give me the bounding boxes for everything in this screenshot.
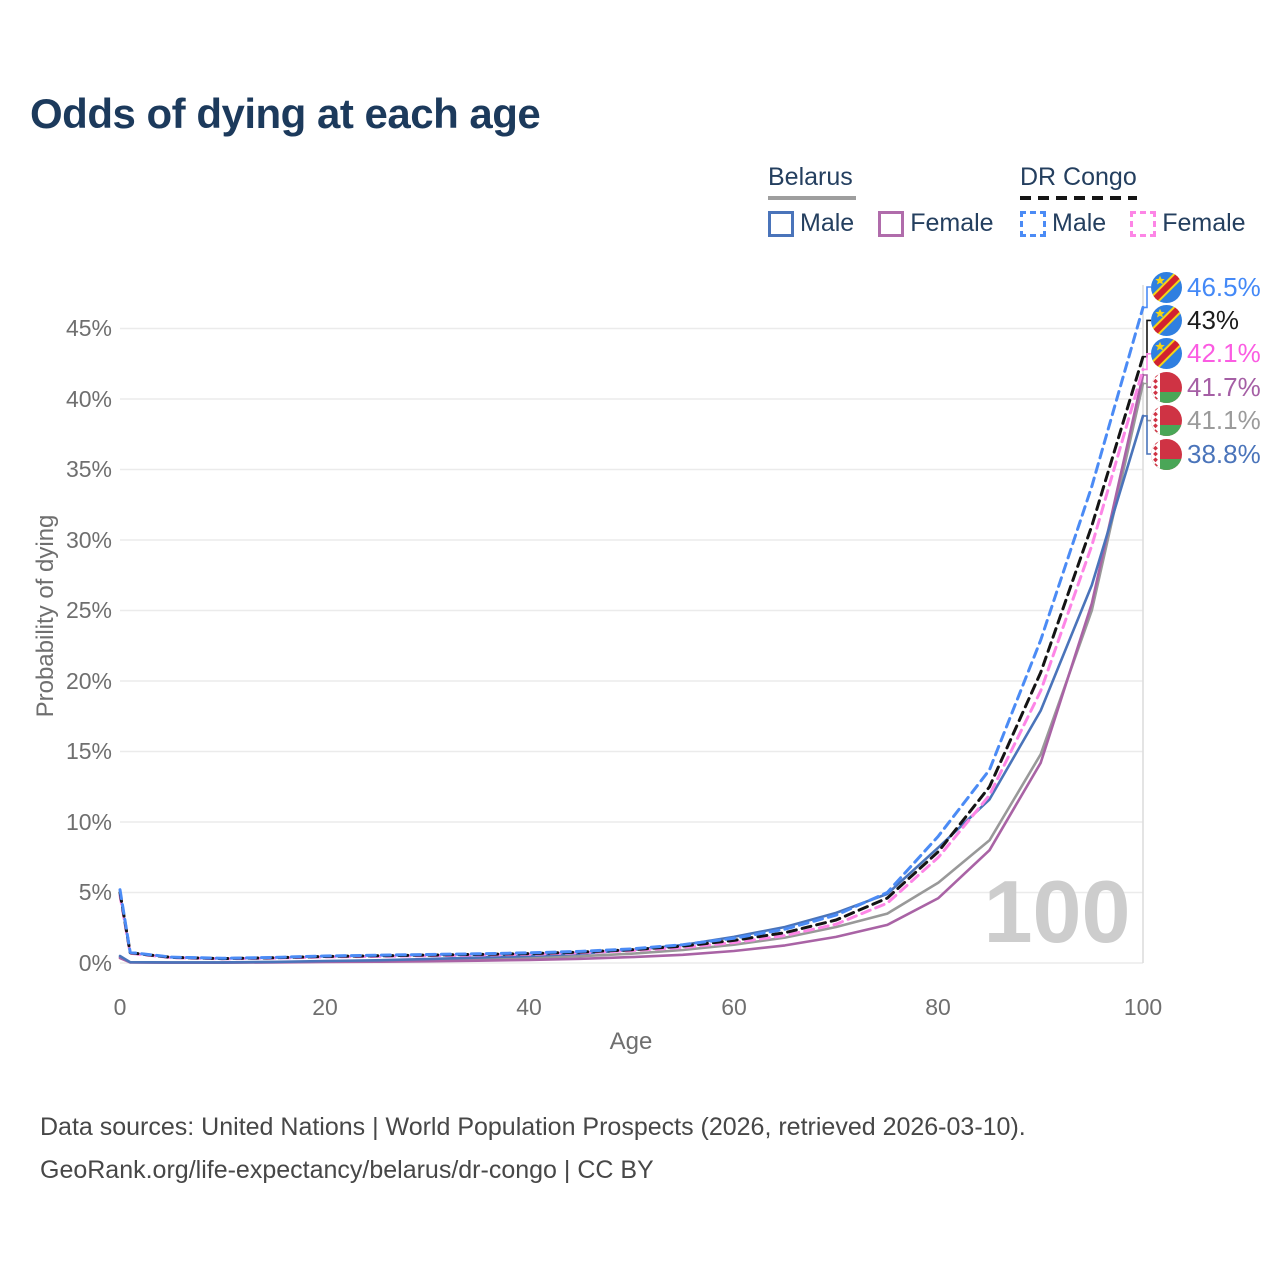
legend-item-label: Male	[1052, 209, 1107, 237]
series-line-dr-congo-male[interactable]	[118, 305, 1145, 960]
end-label-value: 41.1%	[1187, 405, 1261, 436]
legend-item-belarus-male[interactable]: Male	[768, 209, 854, 238]
end-label-leader	[1143, 319, 1151, 358]
end-label-row-dr-congo-male: 46.5%	[1151, 271, 1261, 303]
dr-congo-flag-icon	[1151, 304, 1182, 336]
footer-attribution-line: GeoRank.org/life-expectancy/belarus/dr-c…	[40, 1155, 654, 1184]
legend-item-label: Male	[800, 209, 855, 237]
x-tick-label: 40	[516, 994, 542, 1020]
checkbox-dr-congo-female[interactable]	[1130, 210, 1157, 237]
end-label-value: 46.5%	[1187, 271, 1261, 302]
page-title: Odds of dying at each age	[30, 90, 541, 137]
x-tick-label: 60	[721, 994, 747, 1020]
legend-item-dr-congo-female[interactable]: Female	[1130, 209, 1246, 238]
legend-header-belarus: Belarus	[768, 163, 994, 200]
belarus-flag-icon	[1151, 438, 1182, 470]
end-label-value: 43%	[1187, 304, 1240, 335]
end-label-row-dr-congo-female: 42.1%	[1151, 338, 1261, 370]
solid-line-swatch	[768, 196, 856, 200]
y-tick-label: 10%	[65, 809, 112, 835]
dr-congo-flag-icon	[1151, 271, 1182, 303]
belarus-flag-icon	[1151, 405, 1182, 437]
x-tick-label: 20	[312, 994, 338, 1020]
footer-sources-line: Data sources: United Nations | World Pop…	[40, 1113, 1026, 1141]
end-label-value: 42.1%	[1187, 338, 1261, 369]
checkbox-belarus-male[interactable]	[768, 210, 794, 237]
end-label-row-belarus-female: 41.7%	[1151, 371, 1261, 403]
end-label-leader	[1143, 374, 1151, 388]
x-tick-label: 80	[925, 994, 951, 1020]
checkbox-dr-congo-male[interactable]	[1020, 210, 1046, 237]
legend-country-label: DR Congo	[1020, 163, 1137, 191]
y-tick-label: 5%	[78, 879, 112, 905]
checkbox-belarus-female[interactable]	[878, 210, 905, 237]
legend-item-dr-congo-male[interactable]: Male	[1020, 209, 1106, 238]
legend-group-dr-congo: DR Congo Male Female	[1020, 163, 1246, 238]
end-label-row-belarus-male: 38.8%	[1151, 438, 1261, 470]
end-label-row-belarus-both-sexes: 41.1%	[1151, 405, 1261, 437]
legend-country-label: Belarus	[768, 163, 853, 191]
belarus-flag-icon	[1151, 371, 1182, 403]
footer: Data sources: United Nations | World Pop…	[40, 1106, 1026, 1191]
end-label-row-dr-congo-both-sexes: 43%	[1151, 304, 1239, 336]
x-axis-title: Age	[609, 1028, 653, 1055]
y-tick-label: 40%	[65, 386, 112, 412]
legend-group-belarus: Belarus Male Female	[768, 163, 994, 238]
y-tick-label: 30%	[65, 527, 112, 553]
end-label-leader	[1143, 286, 1151, 309]
y-tick-label: 45%	[65, 315, 112, 341]
end-label-leader	[1143, 382, 1151, 422]
y-tick-label: 25%	[65, 597, 112, 623]
y-axis-title: Probability of dying	[32, 514, 59, 718]
end-label-value: 41.7%	[1187, 371, 1261, 402]
y-tick-label: 35%	[65, 456, 112, 482]
legend-item-belarus-female[interactable]: Female	[878, 209, 994, 238]
series-line-dr-congo-female[interactable]	[118, 367, 1145, 961]
end-label-leader	[1143, 353, 1151, 371]
legend-item-label: Female	[1162, 209, 1246, 237]
y-tick-label: 0%	[78, 950, 112, 976]
x-tick-label: 100	[1123, 994, 1163, 1020]
dashed-line-swatch	[1020, 196, 1137, 200]
y-tick-label: 20%	[65, 668, 112, 694]
dr-congo-flag-icon	[1151, 338, 1182, 370]
y-tick-label: 15%	[65, 738, 112, 764]
legend-item-label: Female	[910, 209, 994, 237]
end-label-leader	[1143, 415, 1151, 455]
hovered-age-watermark: 100	[983, 862, 1131, 961]
end-label-value: 38.8%	[1187, 438, 1261, 469]
legend-header-dr-congo: DR Congo	[1020, 163, 1246, 200]
x-tick-label: 0	[113, 994, 127, 1020]
